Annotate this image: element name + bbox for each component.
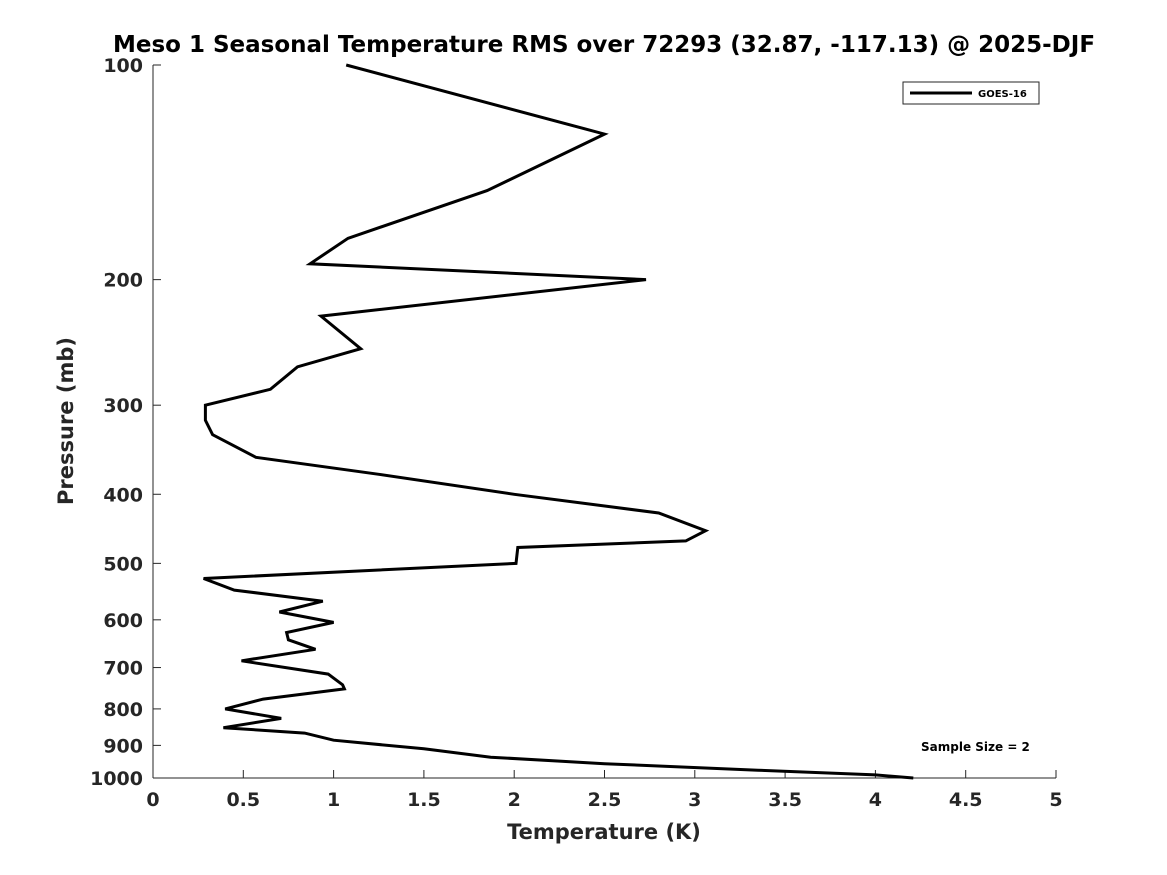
x-tick-label: 2 <box>508 789 521 811</box>
x-tick-label: 5 <box>1049 789 1062 811</box>
x-tick-label: 2.5 <box>588 789 622 811</box>
legend: GOES-16 <box>902 81 1040 105</box>
x-tick-label: 4.5 <box>949 789 983 811</box>
sample-size-annotation: Sample Size = 2 <box>921 740 1030 754</box>
y-tick-label: 800 <box>103 699 143 721</box>
y-tick-label: 200 <box>103 270 143 292</box>
legend-label-goes-16: GOES-16 <box>978 89 1027 100</box>
y-tick-label: 300 <box>103 395 143 417</box>
x-tick-label: 1.5 <box>407 789 441 811</box>
y-tick-label: 700 <box>103 658 143 680</box>
y-tick-label: 600 <box>103 610 143 632</box>
plot-area <box>153 65 1056 778</box>
y-axis-label: Pressure (mb) <box>54 337 78 505</box>
y-tick-label: 100 <box>103 55 143 77</box>
series-layer <box>203 63 914 780</box>
x-tick-label: 0.5 <box>226 789 260 811</box>
y-tick-label: 500 <box>103 553 143 575</box>
x-tick-label: 3.5 <box>768 789 802 811</box>
x-tick-label: 1 <box>327 789 340 811</box>
x-tick-label: 0 <box>146 789 159 811</box>
series-line-goes-16 <box>203 63 914 780</box>
x-tick-label: 4 <box>869 789 882 811</box>
y-ticks: 100 200 300 400 500 600 700 800 900 1000 <box>90 55 161 790</box>
chart-title: Meso 1 Seasonal Temperature RMS over 722… <box>113 32 1095 58</box>
x-tick-label: 3 <box>688 789 701 811</box>
x-axis-label: Temperature (K) <box>507 820 701 844</box>
x-ticks: 0 0.5 1 1.5 2 2.5 3 3.5 4 4.5 5 <box>146 770 1063 811</box>
y-tick-label: 400 <box>103 484 143 506</box>
y-tick-label: 1000 <box>90 768 143 790</box>
y-tick-label: 900 <box>103 735 143 757</box>
